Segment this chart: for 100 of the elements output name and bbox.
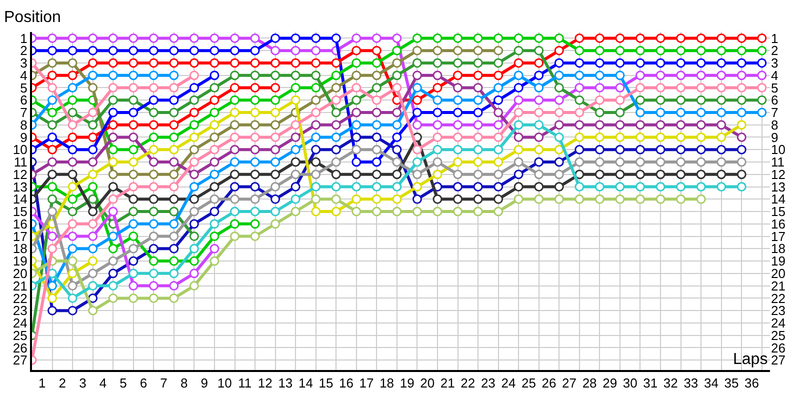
point (534, 70, 544, 80)
point (311, 70, 321, 80)
x-tick-label: 23 (480, 376, 496, 391)
point (68, 46, 78, 56)
point (270, 33, 280, 43)
point (189, 82, 199, 92)
y2-tick-label: 21 (771, 278, 786, 294)
point (128, 170, 138, 180)
point (250, 206, 260, 216)
y2-tick-label: 17 (771, 228, 786, 244)
point (757, 70, 767, 80)
x-tick-label: 7 (160, 376, 168, 391)
y2-tick-label: 3 (771, 56, 778, 70)
point (716, 182, 726, 192)
y-tick-label: 18 (12, 241, 28, 256)
point (736, 108, 746, 118)
point (68, 194, 78, 204)
point (48, 95, 58, 105)
point (250, 95, 260, 105)
point (250, 170, 260, 180)
point (473, 70, 483, 80)
point (68, 306, 78, 316)
point (250, 82, 260, 92)
point (494, 194, 504, 204)
point (352, 108, 362, 118)
point (148, 82, 158, 92)
y-tick-label: 3 (20, 56, 28, 70)
point (189, 120, 199, 130)
point (250, 120, 260, 130)
point (311, 144, 321, 154)
point (412, 95, 422, 105)
point (270, 82, 280, 92)
x-tick-label: 30 (622, 376, 638, 391)
point (635, 82, 645, 92)
x-tick-label: 33 (684, 376, 698, 391)
point (352, 58, 362, 68)
y-tick-label: 4 (20, 68, 28, 83)
point (594, 170, 604, 180)
point (108, 244, 118, 254)
point (453, 95, 463, 105)
point (736, 182, 746, 192)
x-tick-label: 8 (180, 376, 188, 391)
point (412, 157, 422, 167)
point (169, 182, 179, 192)
point (48, 170, 58, 180)
point (352, 194, 362, 204)
point (473, 182, 483, 192)
point (453, 194, 463, 204)
point (230, 108, 240, 118)
point (189, 170, 199, 180)
point (372, 120, 382, 130)
point (494, 70, 504, 80)
point (230, 132, 240, 142)
point (594, 157, 604, 167)
point (88, 244, 98, 254)
point (250, 219, 260, 229)
point (372, 182, 382, 192)
y-tick-label: 9 (20, 130, 28, 145)
point (392, 58, 402, 68)
point (372, 82, 382, 92)
point (453, 70, 463, 80)
point (594, 132, 604, 142)
point (696, 132, 706, 142)
point (148, 281, 158, 291)
point (656, 132, 666, 142)
point (615, 33, 625, 43)
point (615, 170, 625, 180)
point (392, 132, 402, 142)
point (656, 120, 666, 130)
point (676, 108, 686, 118)
point (128, 82, 138, 92)
x-tick-label: 11 (238, 376, 252, 391)
point (148, 232, 158, 242)
point (48, 281, 58, 291)
point (594, 95, 604, 105)
point (432, 70, 442, 80)
point (696, 157, 706, 167)
point (148, 182, 158, 192)
point (311, 157, 321, 167)
point (574, 194, 584, 204)
point (189, 144, 199, 154)
y-tick-label: 14 (12, 192, 28, 207)
point (392, 70, 402, 80)
point (48, 144, 58, 154)
point (514, 108, 524, 118)
point (148, 157, 158, 167)
point (412, 206, 422, 216)
point (716, 144, 726, 154)
x-tick-label: 25 (521, 376, 536, 391)
point (169, 232, 179, 242)
point (615, 157, 625, 167)
point (554, 170, 564, 180)
y2-tick-label: 24 (771, 316, 786, 330)
point (68, 293, 78, 303)
point (473, 58, 483, 68)
y-tick-label: 21 (12, 278, 28, 294)
point (554, 108, 564, 118)
point (68, 206, 78, 216)
point (88, 144, 98, 154)
point (68, 219, 78, 229)
